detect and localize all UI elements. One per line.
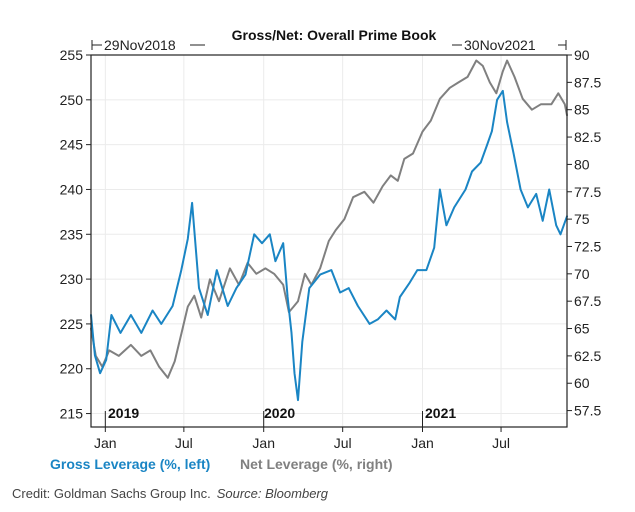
left-tick-label: 255 xyxy=(60,47,84,63)
left-tick-label: 240 xyxy=(60,181,84,197)
right-tick-label: 75 xyxy=(574,211,590,227)
right-tick-label: 77.5 xyxy=(574,184,601,200)
series-lines xyxy=(90,59,568,402)
right-axis: 90 87.5 85 82.5 80 77.5 75 72.5 70 67.5 65 62.5 60 57… xyxy=(567,47,601,419)
series-line-gross-leverage xyxy=(90,89,568,402)
start-date-annotation: 29Nov2018 xyxy=(104,37,176,53)
plot-frame xyxy=(90,54,568,428)
x-tick-label: Jul xyxy=(492,435,510,451)
x-tick-label: Jul xyxy=(334,435,352,451)
year-label-2021: 2021 xyxy=(425,405,456,421)
right-tick-label: 65 xyxy=(574,321,590,337)
series-line-net-leverage xyxy=(90,59,568,379)
left-tick-label: 250 xyxy=(60,92,84,108)
right-tick-label: 87.5 xyxy=(574,74,601,90)
left-tick-label: 215 xyxy=(60,406,84,422)
left-tick-label: 235 xyxy=(60,226,84,242)
right-tick-label: 80 xyxy=(574,156,590,172)
source-text: Source: Bloomberg xyxy=(216,486,328,501)
right-tick-label: 72.5 xyxy=(574,238,601,254)
left-tick-label: 225 xyxy=(60,316,84,332)
left-tick-label: 230 xyxy=(60,271,84,287)
legend-net-leverage: Net Leverage (%, right) xyxy=(240,456,392,472)
right-tick-label: 67.5 xyxy=(574,293,601,309)
left-tick-label: 220 xyxy=(60,361,84,377)
right-tick-label: 85 xyxy=(574,102,590,118)
right-tick-label: 90 xyxy=(574,47,590,63)
credit-line: Credit: Goldman Sachs Group Inc. Source: … xyxy=(12,486,328,501)
x-axis: Jan Jul Jan Jul Jan Jul xyxy=(94,411,510,451)
x-tick-label: Jan xyxy=(252,435,275,451)
x-tick-label: Jul xyxy=(175,435,193,451)
x-tick-label: Jan xyxy=(411,435,434,451)
year-label-2019: 2019 xyxy=(108,405,139,421)
credit-text: Credit: Goldman Sachs Group Inc. xyxy=(12,486,211,501)
right-tick-label: 57.5 xyxy=(574,403,601,419)
right-tick-label: 60 xyxy=(574,375,590,391)
right-tick-label: 62.5 xyxy=(574,348,601,364)
left-axis: 255 250 245 240 235 230 225 220 215 xyxy=(60,47,91,422)
right-tick-label: 70 xyxy=(574,266,590,282)
right-tick-label: 82.5 xyxy=(574,129,601,145)
year-label-2020: 2020 xyxy=(264,405,295,421)
x-tick-label: Jan xyxy=(94,435,117,451)
end-date-annotation: 30Nov2021 xyxy=(464,37,536,53)
chart-title: Gross/Net: Overall Prime Book xyxy=(232,27,437,43)
left-tick-label: 245 xyxy=(60,137,84,153)
top-annotations: 29Nov2018 Gross/Net: Overall Prime Book … xyxy=(91,27,567,53)
grid-lines xyxy=(91,54,567,427)
legend-gross-leverage: Gross Leverage (%, left) xyxy=(50,456,210,472)
